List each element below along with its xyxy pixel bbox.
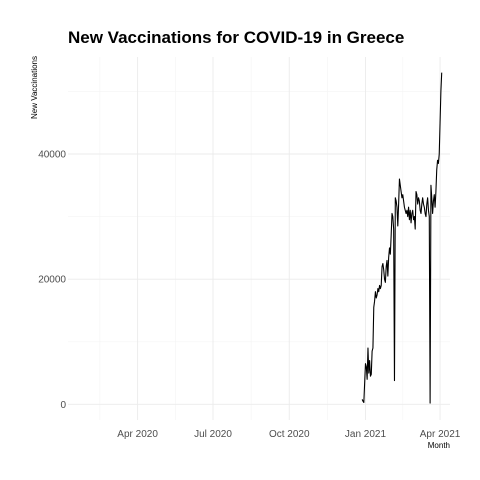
- series-group: [361, 72, 443, 404]
- x-tick-label: Apr 2021: [420, 429, 461, 440]
- x-tick-label: Oct 2020: [269, 429, 310, 440]
- x-tick-label: Jul 2020: [194, 429, 232, 440]
- x-axis-label: Month: [428, 441, 450, 450]
- series-line: [361, 72, 443, 404]
- y-tick-label: 0: [60, 400, 66, 411]
- chart-title: New Vaccinations for COVID-19 in Greece: [68, 28, 404, 47]
- y-axis-label: New Vaccinations: [30, 56, 39, 119]
- x-axis-ticks: Apr 2020 Jul 2020 Oct 2020 Jan 2021 Apr 2021: [117, 429, 460, 440]
- x-tick-label: Jan 2021: [345, 429, 387, 440]
- x-tick-label: Apr 2020: [117, 429, 158, 440]
- y-tick-label: 20000: [38, 275, 66, 286]
- y-axis-ticks: 0 20000 40000: [38, 150, 66, 411]
- y-tick-label: 40000: [38, 150, 66, 161]
- grid: [68, 57, 450, 420]
